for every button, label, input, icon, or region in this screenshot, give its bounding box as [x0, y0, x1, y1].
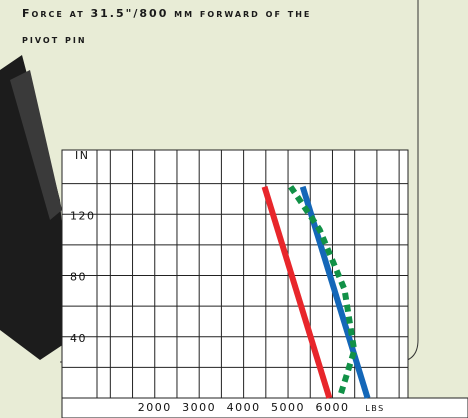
x-tick-label: 4000 [227, 401, 261, 414]
machine-image [0, 55, 70, 360]
x-tick-label: 5000 [271, 401, 305, 414]
x-tick-label: 2000 [138, 401, 172, 414]
x-axis-strip [61, 397, 468, 418]
chart-subtitle: pivot pin [22, 33, 87, 46]
plot-area [96, 149, 409, 399]
y-tick-label: 120 [70, 209, 96, 222]
y-axis-strip [61, 149, 98, 399]
x-axis-label: lbs [365, 401, 384, 414]
y-tick-label: 40 [70, 332, 87, 345]
x-tick-label: 6000 [315, 401, 349, 414]
chart-title: Force at 31.5"/800 mm forward of the [22, 7, 311, 20]
data-line [288, 185, 358, 399]
y-tick-label: 80 [70, 271, 87, 284]
x-tick-label: 3000 [182, 401, 216, 414]
y-axis-label: IN [75, 149, 89, 162]
data-line [261, 185, 333, 399]
machine-highlight [10, 70, 62, 220]
